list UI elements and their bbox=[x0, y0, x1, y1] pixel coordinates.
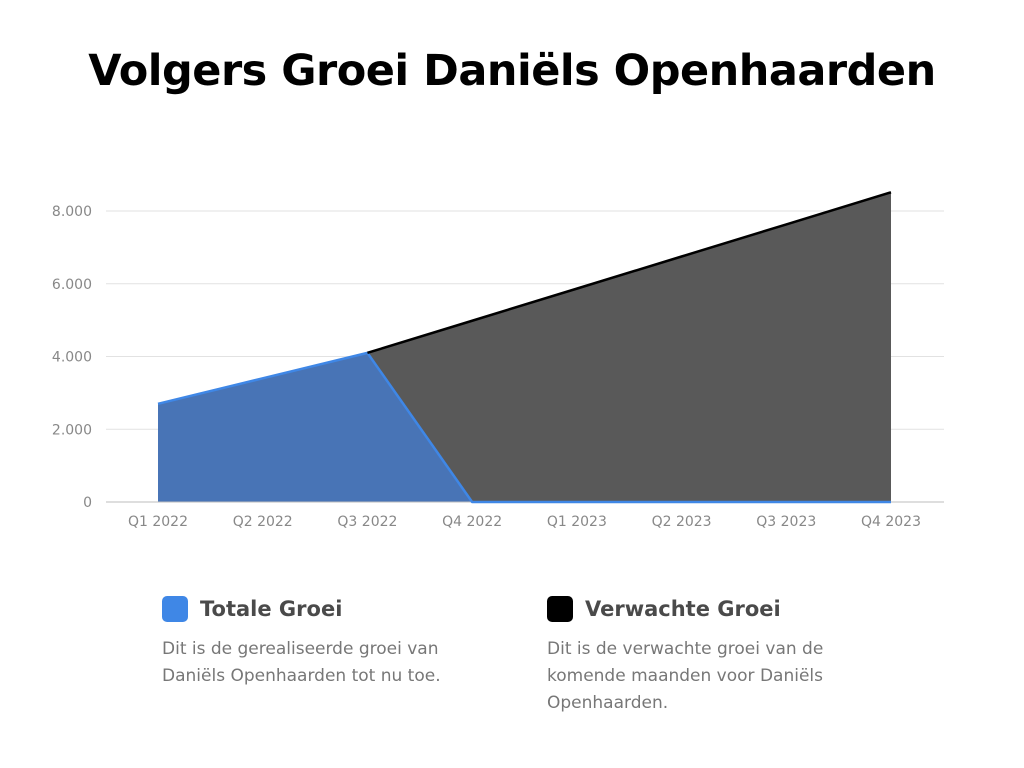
x-tick-label: Q3 2023 bbox=[756, 514, 816, 530]
legend-swatch-totale-groei bbox=[162, 596, 188, 622]
chart-title: Volgers Groei Daniëls Openhaarden bbox=[88, 46, 936, 96]
x-tick-label: Q2 2023 bbox=[652, 514, 712, 530]
legend-label-totale-groei: Totale Groei bbox=[200, 597, 343, 621]
actual-growth-line bbox=[157, 351, 891, 504]
expected-growth-line bbox=[367, 191, 892, 355]
legend-description-totale-groei: Dit is de gerealiseerde groei van Daniël… bbox=[162, 639, 441, 686]
y-tick-label: 6.000 bbox=[52, 277, 92, 293]
legend-item-verwachte-groei: Verwachte Groei Dit is de verwachte groe… bbox=[547, 596, 887, 717]
y-tick-label: 4.000 bbox=[52, 350, 92, 366]
x-tick-label: Q4 2022 bbox=[442, 514, 502, 530]
x-tick-label: Q4 2023 bbox=[861, 514, 921, 530]
x-tick-label: Q3 2022 bbox=[337, 514, 397, 530]
area-chart: 0 2.000 4.000 6.000 8.000 Q1 2022 Q2 2022 Q3 20… bbox=[52, 191, 944, 530]
legend-item-totale-groei: Totale Groei Dit is de gerealiseerde gro… bbox=[162, 596, 502, 690]
legend-swatch-verwachte-groei bbox=[547, 596, 573, 622]
expected-growth-area bbox=[367, 192, 891, 502]
x-tick-label: Q2 2022 bbox=[233, 514, 293, 530]
y-tick-label: 2.000 bbox=[52, 422, 92, 438]
x-tick-label: Q1 2022 bbox=[128, 514, 188, 530]
legend-label-verwachte-groei: Verwachte Groei bbox=[585, 597, 781, 621]
y-tick-label: 0 bbox=[83, 495, 92, 511]
actual-growth-area bbox=[158, 352, 891, 502]
x-tick-label: Q1 2023 bbox=[547, 514, 607, 530]
y-tick-label: 8.000 bbox=[52, 204, 92, 220]
legend-description-verwachte-groei: Dit is de verwachte groei van de komende… bbox=[547, 639, 824, 713]
